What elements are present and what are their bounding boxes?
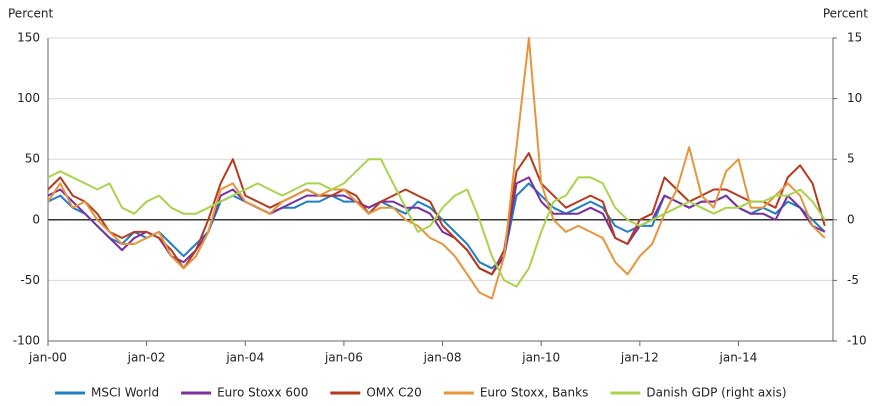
y2-tick-label: -5 [847, 273, 859, 287]
x-tick-label: jan-10 [521, 351, 560, 365]
series-line [47, 152, 826, 276]
legend-label: OMX C20 [366, 386, 421, 400]
y2-tick-label: 10 [847, 91, 862, 105]
y2-tick-label: 0 [847, 212, 855, 226]
series-line [47, 158, 826, 288]
y-tick-label: 100 [17, 91, 40, 105]
y-axis-title: Percent [8, 7, 53, 21]
x-tick-label: jan-02 [127, 351, 166, 365]
y2-tick-label: -10 [847, 334, 867, 348]
y-tick-label: -50 [20, 273, 40, 287]
y2-axis-title: Percent [823, 7, 868, 21]
y2-tick-label: 5 [847, 152, 855, 166]
y-tick-label: 150 [17, 31, 40, 45]
legend-label: Danish GDP (right axis) [646, 386, 786, 400]
y-tick-label: 0 [32, 212, 40, 226]
y-tick-label: 50 [25, 152, 40, 166]
x-tick-label: jan-00 [28, 351, 67, 365]
y2-tick-label: 15 [847, 31, 862, 45]
legend-label: Euro Stoxx 600 [217, 386, 308, 400]
legend-label: MSCI World [91, 386, 159, 400]
x-tick-label: jan-14 [719, 351, 758, 365]
x-tick-label: jan-04 [225, 351, 264, 365]
legend-label: Euro Stoxx, Banks [480, 386, 589, 400]
x-tick-label: jan-12 [620, 351, 659, 365]
x-tick-label: jan-06 [324, 351, 363, 365]
series-line [47, 37, 826, 300]
y-tick-label: -100 [13, 334, 40, 348]
x-tick-label: jan-08 [423, 351, 462, 365]
series-line [47, 182, 826, 270]
